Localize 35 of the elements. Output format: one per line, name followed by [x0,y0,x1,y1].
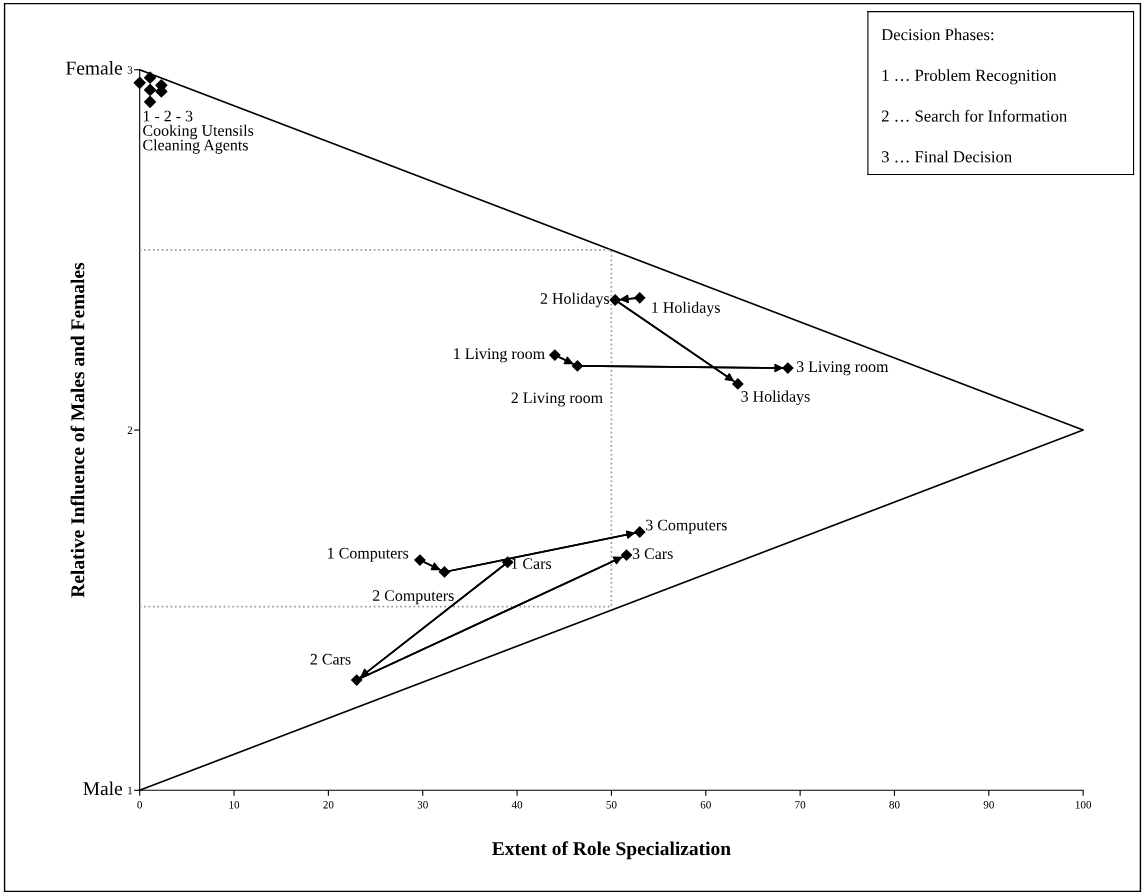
annotation: 3 … Final Decision [881,150,1012,163]
annotation: 2 Computers [372,590,454,605]
annotation: 3 Cars [632,548,673,560]
text: Female [66,60,123,75]
annotation: 3 Holidays [741,390,810,406]
x-tick-label: 30 [417,801,428,809]
x-tick-label: 90 [983,801,994,809]
annotation: 1 Living room [454,348,545,363]
x-tick-label: 20 [323,801,334,809]
annotation: 2 Holidays [540,292,610,308]
y-axis-title: Relative Influence of Males and Females [70,262,85,598]
x-tick-label: 50 [606,801,617,809]
text: Male [83,781,123,796]
annotation: 1 … Problem Recognition [882,69,1057,85]
x-tick-label: 70 [795,801,806,809]
annotation: 1 - 2 - 3 Cooking Utensils Cleaning Agents [143,110,254,154]
y-tick-label: 1 [128,786,133,795]
text: Decision Phases: [881,28,994,41]
y-tick-label: 2 [127,426,133,434]
x-tick-label: 40 [511,801,523,809]
y-tick-label: 3 [127,66,133,74]
annotation: 3 Computers [646,519,727,534]
x-tick-label: 10 [229,801,240,809]
x-tick-label: 0 [137,801,143,809]
annotation: 3 Living room [796,361,889,376]
x-tick-label: 60 [700,801,711,809]
annotation: 1 Cars [511,558,552,570]
x-tick-label: 80 [889,801,900,809]
x-tick-label: 100 [1075,801,1092,809]
annotation: 1 Computers [328,547,409,562]
annotation: 1 Holidays [652,301,720,317]
annotation: 2 Cars [310,653,351,665]
x-axis-title: Extent of Role Specialization [492,841,731,860]
annotation: 2 Living room [511,392,603,407]
annotation: 2 … Search for Information [881,109,1067,122]
